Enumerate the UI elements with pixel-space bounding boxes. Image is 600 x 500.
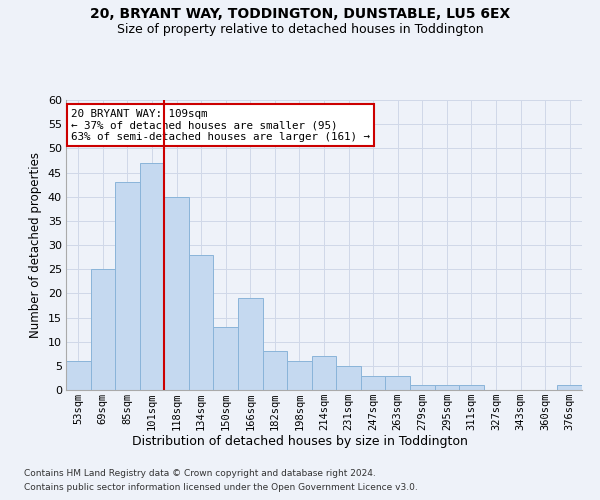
Bar [459,385,484,390]
Bar [312,356,336,390]
Text: Distribution of detached houses by size in Toddington: Distribution of detached houses by size … [132,435,468,448]
Bar [263,352,287,390]
Bar [385,376,410,390]
Bar [557,385,582,390]
Bar [115,182,140,390]
Text: Contains public sector information licensed under the Open Government Licence v3: Contains public sector information licen… [24,484,418,492]
Text: 20, BRYANT WAY, TODDINGTON, DUNSTABLE, LU5 6EX: 20, BRYANT WAY, TODDINGTON, DUNSTABLE, L… [90,8,510,22]
Bar [189,254,214,390]
Text: Size of property relative to detached houses in Toddington: Size of property relative to detached ho… [116,22,484,36]
Bar [66,361,91,390]
Text: Contains HM Land Registry data © Crown copyright and database right 2024.: Contains HM Land Registry data © Crown c… [24,468,376,477]
Bar [164,196,189,390]
Bar [434,385,459,390]
Bar [410,385,434,390]
Y-axis label: Number of detached properties: Number of detached properties [29,152,42,338]
Bar [214,327,238,390]
Bar [287,361,312,390]
Text: 20 BRYANT WAY: 109sqm
← 37% of detached houses are smaller (95)
63% of semi-deta: 20 BRYANT WAY: 109sqm ← 37% of detached … [71,108,370,142]
Bar [336,366,361,390]
Bar [91,269,115,390]
Bar [361,376,385,390]
Bar [140,163,164,390]
Bar [238,298,263,390]
